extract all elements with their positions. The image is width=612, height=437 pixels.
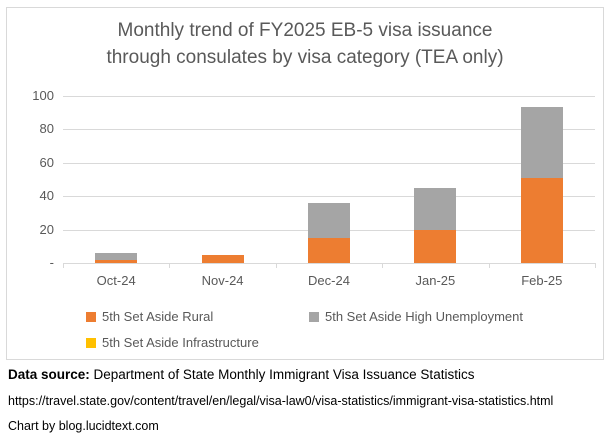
x-axis-tick (275, 263, 277, 268)
plot-area: - 20 40 60 80 100 Oct-24 Nov-24 Dec-24 Jan-25 Feb-… (7, 8, 603, 359)
x-axis-label-Oct-24: Oct-24 (96, 273, 136, 288)
source-url: https://travel.state.gov/content/travel/… (8, 394, 554, 408)
bar-segment-Oct-24-series-0 (95, 259, 138, 263)
data-source-line: Data source: Department of State Monthly… (8, 366, 608, 383)
chart-credit: Chart by blog.lucidtext.com (8, 419, 159, 433)
gridline-60 (63, 162, 595, 164)
gridline-100 (63, 95, 595, 97)
x-axis-line (63, 263, 595, 264)
bar-segment-Oct-24-series-1 (95, 252, 138, 260)
x-axis-tick (595, 263, 596, 268)
x-axis-label-Nov-24: Nov-24 (201, 273, 244, 288)
bar-segment-Nov-24-series-0 (201, 254, 244, 263)
x-axis-tick (382, 263, 384, 268)
chart-title-line2: through consulates by visa category (TEA… (106, 47, 504, 68)
y-tick-label-20: 20 (39, 221, 54, 237)
bar-segment-Dec-24-series-0 (308, 237, 350, 263)
x-axis-tick (488, 263, 490, 268)
gridline-80 (63, 129, 595, 130)
data-source-text: Department of State Monthly Immigrant Vi… (89, 367, 475, 382)
y-tick-label-60: 60 (39, 154, 54, 170)
gridline-40 (63, 196, 595, 197)
x-axis-label-Dec-24: Dec-24 (308, 273, 350, 288)
legend-swatch-infrastructure (86, 337, 96, 348)
chart-frame: Monthly trend of FY2025 EB-5 visa issuan… (6, 7, 604, 360)
x-axis-label-Feb-25: Feb-25 (521, 273, 563, 288)
bar-segment-Feb-25-series-1 (520, 107, 563, 178)
legend-item-high-unemployment: 5th Set Aside High Unemployment (309, 309, 523, 324)
legend-label-high-unemployment: 5th Set Aside High Unemployment (325, 309, 523, 324)
legend-swatch-rural (86, 311, 96, 322)
y-tick-label-80: 80 (39, 121, 54, 136)
data-source-label: Data source: (8, 367, 90, 382)
y-tick-label-100: 100 (32, 87, 54, 103)
bar-segment-Jan-25-series-0 (414, 229, 457, 263)
bar-segment-Dec-24-series-1 (308, 202, 350, 238)
chart-title: Monthly trend of FY2025 EB-5 visa issuan… (7, 17, 603, 71)
legend-item-infrastructure: 5th Set Aside Infrastructure (86, 335, 259, 350)
legend-item-rural: 5th Set Aside Rural (86, 309, 213, 324)
y-tick-label-0: - (49, 255, 54, 270)
y-tick-label-40: 40 (39, 188, 54, 203)
legend-label-rural: 5th Set Aside Rural (102, 309, 214, 324)
x-axis-tick (169, 263, 171, 268)
x-axis-label-Jan-25: Jan-25 (415, 273, 456, 288)
footer: Data source: Department of State Monthly… (8, 363, 608, 434)
bar-segment-Jan-25-series-1 (414, 187, 457, 230)
legend-label-infrastructure: 5th Set Aside Infrastructure (102, 335, 259, 350)
chart-title-line1: Monthly trend of FY2025 EB-5 visa issuan… (117, 20, 493, 41)
bar-segment-Feb-25-series-0 (520, 177, 563, 263)
x-axis-tick (63, 263, 64, 268)
legend-swatch-high-unemployment (309, 311, 319, 322)
